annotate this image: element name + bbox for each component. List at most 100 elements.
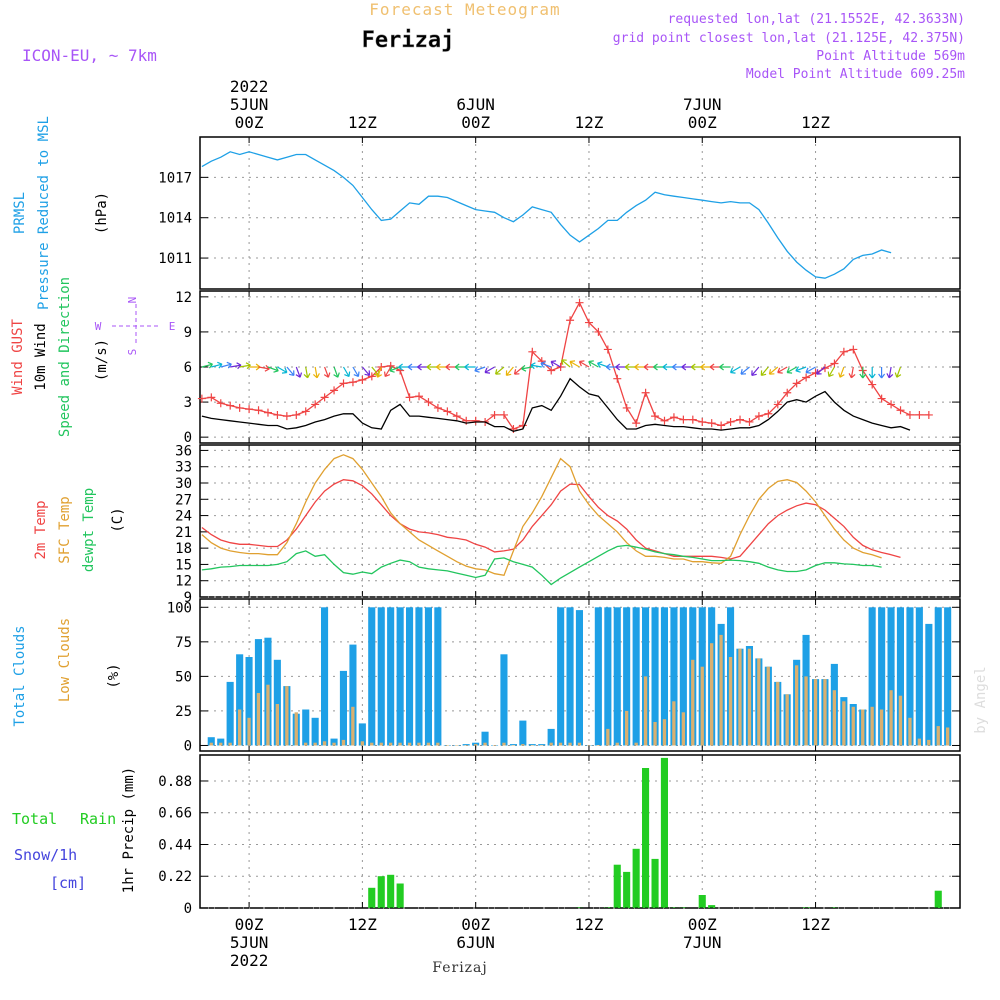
clouds-frame: [199, 598, 961, 752]
wind-arrow: [740, 366, 750, 375]
ytick-label: 9: [184, 590, 192, 606]
wind-arrow: [333, 366, 340, 378]
bar-total-clouds: [528, 744, 536, 746]
wind-arrow: [868, 367, 876, 379]
bar-total-clouds: [339, 670, 347, 746]
bar-low-clouds: [540, 745, 544, 746]
wind-arrow: [816, 366, 826, 375]
pressure-label-2: Pressure Reduced to MSL: [36, 116, 52, 310]
wind-arrow: [805, 366, 816, 374]
gust-marker: [273, 410, 282, 419]
bar-total-clouds: [424, 607, 432, 746]
wind-arrow: [495, 366, 505, 375]
bar-low-clouds: [795, 665, 799, 746]
bar-total-clouds: [330, 738, 338, 746]
bar-low-clouds: [389, 742, 393, 746]
ytick-label: 30: [175, 476, 192, 492]
pressure-frame: [199, 136, 961, 290]
wind-label-10m: 10m Wind: [33, 323, 49, 390]
bar-low-clouds: [247, 717, 251, 746]
gust-marker: [235, 403, 244, 412]
bar-low-clouds: [313, 742, 317, 746]
gust-marker: [707, 419, 716, 428]
gust-marker: [726, 417, 735, 426]
gust-marker: [301, 407, 310, 416]
time-label-top: 12Z: [575, 113, 604, 132]
gust-marker: [679, 415, 688, 424]
bar-total-clouds: [434, 607, 442, 746]
wind-arrow: [384, 366, 392, 378]
gust-marker: [320, 393, 329, 402]
gust-marker: [207, 393, 216, 402]
time-label-top: 00Z: [461, 113, 490, 132]
bar-low-clouds: [832, 690, 836, 746]
bar-total-clouds: [878, 607, 886, 746]
bar-total-clouds: [547, 728, 555, 746]
bar-low-clouds: [757, 658, 761, 746]
ytick-label: 0.44: [158, 837, 192, 853]
wind-arrow: [550, 360, 561, 368]
bar-low-clouds: [370, 742, 374, 746]
compass-s: S: [126, 349, 139, 356]
time-label-top: 00Z: [235, 113, 264, 132]
wind-arrow: [859, 367, 867, 379]
bar-low-clouds: [596, 745, 600, 746]
bar-rain: [623, 871, 631, 908]
wind-arrow: [505, 366, 514, 376]
gust-marker: [641, 388, 650, 397]
bar-rain: [575, 907, 583, 908]
gust-marker: [698, 417, 707, 426]
bar-low-clouds: [294, 712, 298, 746]
wind-arrow: [605, 363, 618, 371]
watermark: by Angel: [973, 666, 989, 733]
bar-total-clouds: [557, 607, 565, 746]
gust-marker: [613, 374, 622, 383]
bar-low-clouds: [813, 679, 818, 746]
gust-marker: [594, 327, 603, 336]
wind-arrow: [484, 366, 495, 374]
wind-arrow: [464, 363, 476, 371]
wind-arrow: [249, 363, 261, 371]
gust-marker: [905, 410, 914, 419]
bar-total-clouds: [934, 607, 942, 746]
gust-marker: [688, 415, 697, 424]
bar-low-clouds: [417, 742, 421, 746]
bar-rain: [613, 864, 621, 908]
gust-marker: [717, 421, 726, 430]
temp-unit: (C): [110, 507, 126, 532]
temp-label-sfc: SFC Temp: [57, 496, 73, 563]
bar-total-clouds: [660, 607, 668, 746]
bar-total-clouds: [604, 607, 612, 746]
series-line-sfc-temp: [201, 454, 882, 577]
bar-total-clouds: [349, 644, 357, 746]
bar-total-clouds: [387, 607, 395, 746]
wind-arrow: [407, 363, 419, 371]
bar-low-clouds: [219, 742, 223, 746]
bar-low-clouds: [946, 727, 950, 746]
bar-low-clouds: [861, 709, 865, 746]
wind-arrow: [267, 366, 279, 373]
ytick-label: 25: [175, 704, 192, 720]
bar-low-clouds: [455, 745, 459, 746]
product-title: Forecast Meteogram: [369, 0, 560, 19]
wind-arrow: [634, 363, 646, 371]
time-label-top: 12Z: [348, 113, 377, 132]
gust-marker: [820, 364, 829, 373]
wind-arrow: [201, 361, 213, 369]
wind-arrow: [894, 366, 902, 378]
gust-marker: [556, 363, 565, 371]
wind-arrow: [474, 366, 486, 373]
time-label-bottom: 5JUN: [230, 933, 269, 952]
bar-rain: [387, 874, 395, 908]
wind-arrow: [521, 364, 533, 372]
compass-icon: N W E S: [95, 297, 176, 356]
wind-arrow: [211, 361, 223, 369]
location-title: Ferizaj: [362, 28, 455, 53]
gust-marker: [764, 409, 773, 418]
compass-w: W: [95, 320, 102, 333]
wind-arrow: [786, 366, 797, 374]
bar-low-clouds: [625, 710, 629, 746]
